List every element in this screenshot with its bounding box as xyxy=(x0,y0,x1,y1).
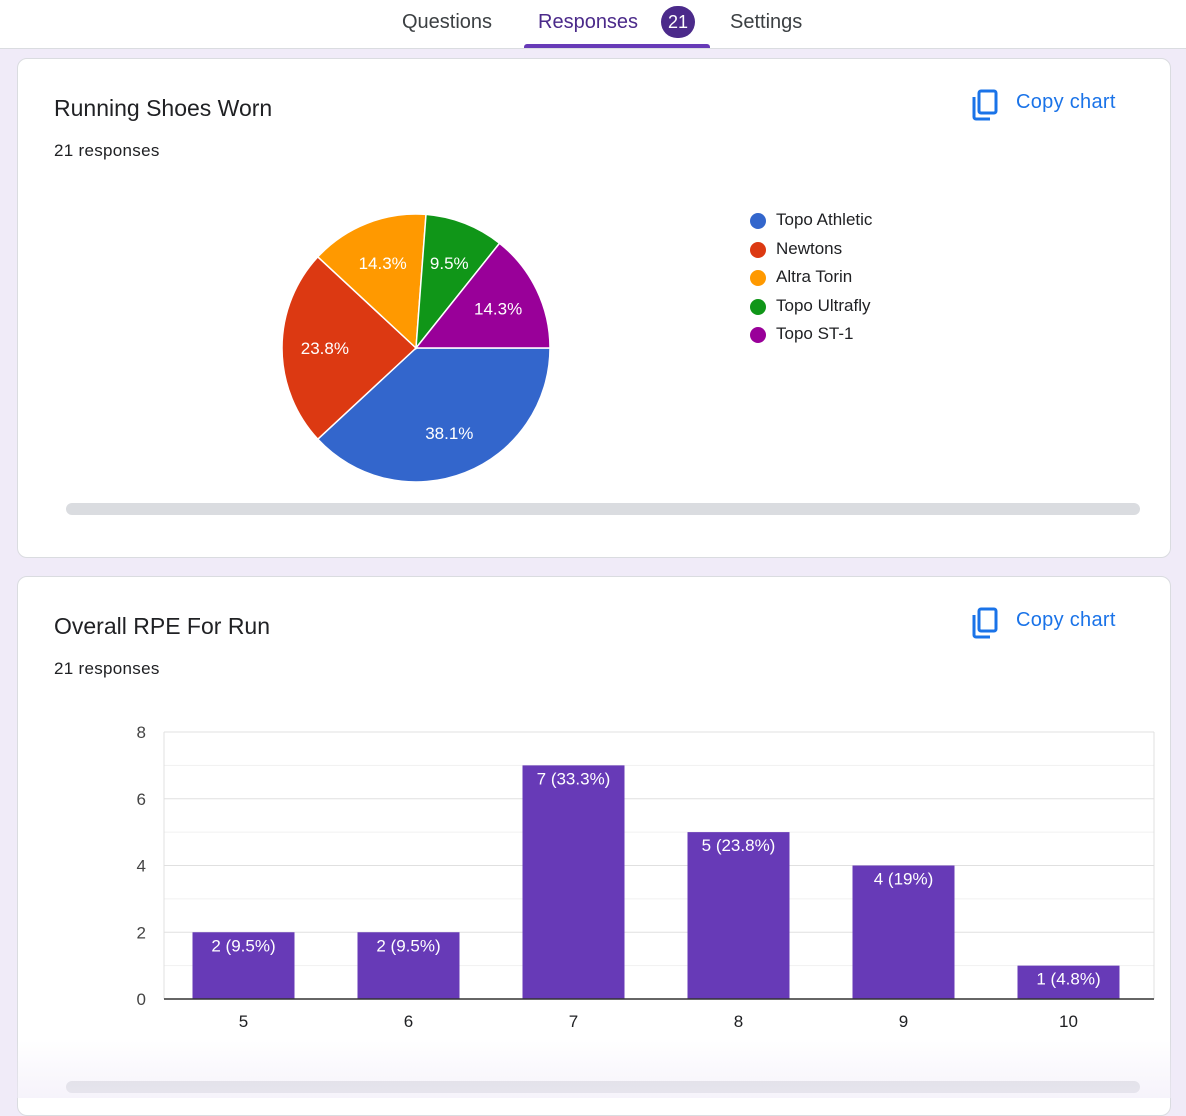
bar-data-label: 2 (9.5%) xyxy=(376,936,440,955)
active-tab-indicator xyxy=(524,44,710,48)
pie-slice[interactable] xyxy=(316,213,427,350)
x-tick-label: 10 xyxy=(1059,1012,1078,1031)
pie-slice[interactable] xyxy=(281,255,418,441)
legend-label: Topo Athletic xyxy=(776,210,873,229)
bar[interactable] xyxy=(852,865,955,1000)
x-tick-label: 6 xyxy=(404,1012,413,1031)
bar-data-label: 7 (33.3%) xyxy=(537,769,611,788)
legend-swatch xyxy=(750,327,766,343)
x-tick-label: 8 xyxy=(734,1012,743,1031)
copy-icon xyxy=(972,89,998,121)
pie-slice-label: 9.5% xyxy=(430,254,469,273)
tab-responses[interactable]: Responses xyxy=(538,11,639,33)
bar[interactable] xyxy=(192,932,295,999)
response-count: 21 responses xyxy=(54,659,160,678)
bar[interactable] xyxy=(687,832,790,999)
y-tick-label: 8 xyxy=(137,723,146,742)
bar-data-label: 5 (23.8%) xyxy=(702,836,776,855)
copy-chart-button[interactable]: Copy chart xyxy=(970,603,1150,643)
copy-chart-label: Copy chart xyxy=(1016,609,1116,631)
bar-chart: 0 2 4 6 8 2 (9.5%) 5 2 (9.5%) 6 7 (33.3%) 7 5 (23.8… xyxy=(137,723,1155,1031)
responses-count-badge: 21 xyxy=(661,6,695,38)
pie-slice-label: 38.1% xyxy=(425,424,473,443)
pie-slice-label: 23.8% xyxy=(301,339,349,358)
y-tick-label: 2 xyxy=(137,923,146,942)
legend-label: Newtons xyxy=(776,238,843,258)
bar-data-label: 2 (9.5%) xyxy=(211,936,275,955)
legend-label: Altra Torin xyxy=(776,267,853,286)
bar-chart-card: Overall RPE For Run 21 responses Copy ch… xyxy=(17,576,1171,1116)
copy-icon xyxy=(972,607,998,639)
bar-data-label: 4 (19%) xyxy=(874,870,934,889)
pie-chart: 38.1% 23.8% 14.3% 9.5% 14.3% xyxy=(281,213,551,483)
bar[interactable] xyxy=(357,932,460,999)
y-tick-label: 0 xyxy=(137,990,146,1009)
bar[interactable] xyxy=(1017,965,1120,999)
legend-swatch xyxy=(750,213,766,229)
horizontal-scrollbar[interactable] xyxy=(66,1081,1140,1093)
legend-label: Topo Ultrafly xyxy=(776,295,871,315)
pie-slice[interactable] xyxy=(316,347,551,483)
legend-label: Topo ST-1 xyxy=(776,324,854,343)
response-count: 21 responses xyxy=(54,141,160,160)
legend-swatch xyxy=(750,270,766,286)
legend-swatch xyxy=(750,241,766,258)
x-tick-label: 7 xyxy=(569,1012,578,1031)
x-tick-label: 5 xyxy=(239,1012,248,1031)
bar-data-label: 1 (4.8%) xyxy=(1036,970,1100,989)
y-tick-label: 4 xyxy=(137,857,146,876)
pie-slice[interactable] xyxy=(414,242,551,349)
legend-swatch xyxy=(750,298,766,315)
horizontal-scrollbar[interactable] xyxy=(66,503,1140,515)
tab-questions[interactable]: Questions xyxy=(402,11,493,33)
tab-settings[interactable]: Settings xyxy=(730,11,803,33)
pie-slice[interactable] xyxy=(415,213,501,351)
pie-slice-label: 14.3% xyxy=(474,299,522,318)
x-tick-label: 9 xyxy=(899,1012,908,1031)
copy-chart-button[interactable]: Copy chart xyxy=(970,85,1150,125)
bar[interactable] xyxy=(522,765,625,999)
y-tick-label: 6 xyxy=(137,790,146,809)
top-tab-bar: Questions Responses 21 Settings xyxy=(0,0,1186,49)
question-title: Overall RPE For Run xyxy=(54,613,271,639)
pie-slice-label: 14.3% xyxy=(359,254,407,273)
copy-chart-label: Copy chart xyxy=(1016,91,1116,113)
pie-chart-card: Running Shoes Worn 21 responses Copy cha… xyxy=(17,58,1171,558)
question-title: Running Shoes Worn xyxy=(54,95,273,121)
